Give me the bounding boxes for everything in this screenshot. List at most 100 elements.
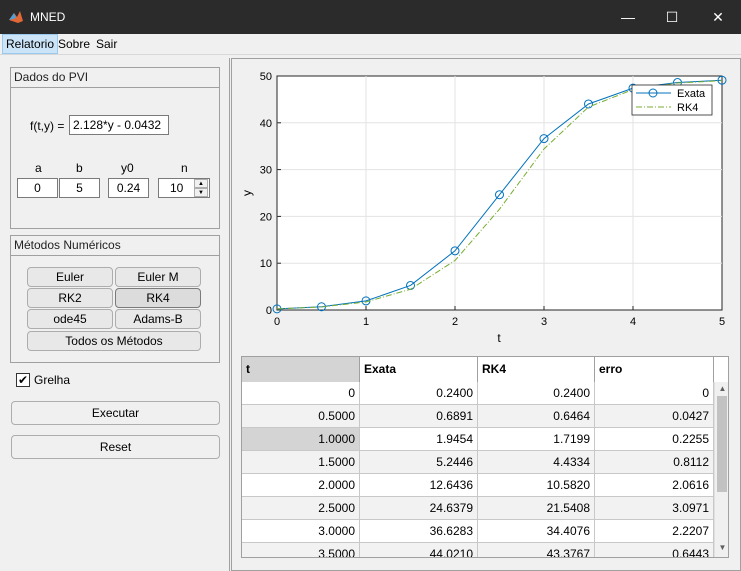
y-tick-label: 30 — [260, 165, 272, 177]
table-scrollbar[interactable]: ▲ ▼ — [714, 382, 728, 557]
pane-divider — [229, 58, 230, 571]
executar-button[interactable]: Executar — [11, 401, 220, 425]
close-button[interactable]: ✕ — [695, 0, 741, 34]
a-input[interactable]: 0 — [17, 178, 58, 198]
cell-t[interactable]: 3.0000 — [242, 520, 360, 542]
x-tick-label: 0 — [274, 316, 280, 328]
cell-t[interactable]: 0 — [242, 382, 360, 404]
adams-b-button[interactable]: Adams-B — [115, 309, 201, 329]
rk4-button[interactable]: RK4 — [115, 288, 201, 308]
title-bar: MNED — ☐ ✕ — [0, 0, 741, 34]
table-row[interactable]: 3.0000 36.6283 34.4076 2.2207 — [242, 520, 714, 543]
cell-exata[interactable]: 36.6283 — [360, 520, 478, 542]
euler-m-button[interactable]: Euler M — [115, 267, 201, 287]
n-value: 10 — [170, 181, 184, 195]
table-row[interactable]: 2.5000 24.6379 21.5408 3.0971 — [242, 497, 714, 520]
cell-erro[interactable]: 0 — [595, 382, 714, 404]
scroll-up-icon[interactable]: ▲ — [718, 384, 727, 393]
table-row[interactable]: 2.0000 12.6436 10.5820 2.0616 — [242, 474, 714, 497]
table-row[interactable]: 3.5000 44.0210 43.3767 0.6443 — [242, 543, 714, 557]
cell-erro[interactable]: 0.2255 — [595, 428, 714, 450]
cell-exata[interactable]: 1.9454 — [360, 428, 478, 450]
column-header-erro[interactable]: erro — [595, 357, 714, 382]
table-row[interactable]: 1.0000 1.9454 1.7199 0.2255 — [242, 428, 714, 451]
methods-panel: Métodos Numéricos — [10, 235, 220, 363]
reset-button[interactable]: Reset — [11, 435, 220, 459]
data-point-exata — [539, 134, 549, 144]
x-tick-label: 1 — [363, 316, 369, 328]
maximize-icon: ☐ — [665, 9, 679, 25]
cell-erro[interactable]: 0.0427 — [595, 405, 714, 427]
table-row[interactable]: 1.5000 5.2446 4.4334 0.8112 — [242, 451, 714, 474]
y-ticks: 0 10 20 30 40 50 — [260, 71, 272, 317]
cell-erro[interactable]: 2.0616 — [595, 474, 714, 496]
column-header-rk4[interactable]: RK4 — [478, 357, 595, 382]
cell-exata[interactable]: 0.6891 — [360, 405, 478, 427]
y-tick-label: 10 — [260, 258, 272, 270]
cell-t[interactable]: 2.0000 — [242, 474, 360, 496]
cell-erro[interactable]: 0.8112 — [595, 451, 714, 473]
ode45-button[interactable]: ode45 — [27, 309, 113, 329]
x-axis-label: t — [497, 331, 501, 345]
y0-input[interactable]: 0.24 — [108, 178, 149, 198]
x-tick-label: 3 — [541, 316, 547, 328]
data-point-exata — [717, 75, 727, 85]
b-input[interactable]: 5 — [59, 178, 100, 198]
cell-exata[interactable]: 24.6379 — [360, 497, 478, 519]
y-axis-label: y — [240, 190, 254, 196]
methods-panel-title: Métodos Numéricos — [11, 236, 219, 256]
data-point-exata — [495, 190, 504, 200]
x-ticks: 0 1 2 3 4 5 — [274, 316, 725, 328]
cell-t[interactable]: 2.5000 — [242, 497, 360, 519]
cell-t[interactable]: 1.0000 — [242, 428, 360, 450]
legend-exata-marker — [648, 88, 658, 98]
cell-rk4[interactable]: 43.3767 — [478, 543, 595, 557]
y-tick-label: 20 — [260, 211, 272, 223]
column-header-t[interactable]: t — [242, 357, 360, 382]
plot-legend: Exata RK4 — [631, 84, 713, 116]
table-row[interactable]: 0 0.2400 0.2400 0 — [242, 382, 714, 405]
a-label: a — [35, 161, 42, 175]
results-table: t Exata RK4 erro 0 0.2400 0.2400 0 0.5000 0.6… — [241, 356, 729, 558]
cell-rk4[interactable]: 0.2400 — [478, 382, 595, 404]
n-label: n — [181, 161, 188, 175]
cell-exata[interactable]: 12.6436 — [360, 474, 478, 496]
cell-t[interactable]: 3.5000 — [242, 543, 360, 557]
menu-sair[interactable]: Sair — [96, 37, 118, 51]
todos-os-metodos-button[interactable]: Todos os Métodos — [27, 331, 201, 351]
cell-exata[interactable]: 44.0210 — [360, 543, 478, 557]
cell-rk4[interactable]: 0.6464 — [478, 405, 595, 427]
cell-rk4[interactable]: 10.5820 — [478, 474, 595, 496]
cell-erro[interactable]: 2.2207 — [595, 520, 714, 542]
maximize-button[interactable]: ☐ — [649, 0, 695, 34]
menu-divider — [0, 54, 741, 55]
cell-rk4[interactable]: 4.4334 — [478, 451, 595, 473]
cell-exata[interactable]: 0.2400 — [360, 382, 478, 404]
menu-relatorio[interactable]: Relatorio — [2, 34, 59, 54]
n-down-icon[interactable]: ▼ — [194, 188, 208, 197]
grelha-checkbox[interactable]: ✔ — [16, 373, 30, 387]
euler-button[interactable]: Euler — [27, 267, 113, 287]
scroll-thumb[interactable] — [717, 396, 727, 492]
cell-erro[interactable]: 0.6443 — [595, 543, 714, 557]
cell-exata[interactable]: 5.2446 — [360, 451, 478, 473]
cell-rk4[interactable]: 1.7199 — [478, 428, 595, 450]
minimize-button[interactable]: — — [605, 0, 651, 34]
legend-exata: Exata — [677, 88, 706, 100]
cell-t[interactable]: 0.5000 — [242, 405, 360, 427]
n-up-icon[interactable]: ▲ — [194, 179, 208, 188]
cell-rk4[interactable]: 34.4076 — [478, 520, 595, 542]
y-tick-label: 50 — [260, 71, 272, 83]
column-header-exata[interactable]: Exata — [360, 357, 478, 382]
n-stepper[interactable]: 10 ▲ ▼ — [158, 178, 210, 198]
cell-t[interactable]: 1.5000 — [242, 451, 360, 473]
cell-rk4[interactable]: 21.5408 — [478, 497, 595, 519]
x-tick-label: 2 — [452, 316, 458, 328]
cell-erro[interactable]: 3.0971 — [595, 497, 714, 519]
menu-sobre[interactable]: Sobre — [58, 37, 91, 51]
scroll-down-icon[interactable]: ▼ — [718, 543, 727, 552]
rk2-button[interactable]: RK2 — [27, 288, 113, 308]
x-tick-label: 4 — [630, 316, 636, 328]
table-row[interactable]: 0.5000 0.6891 0.6464 0.0427 — [242, 405, 714, 428]
f-input[interactable]: 2.128*y - 0.0432 — [69, 115, 169, 135]
